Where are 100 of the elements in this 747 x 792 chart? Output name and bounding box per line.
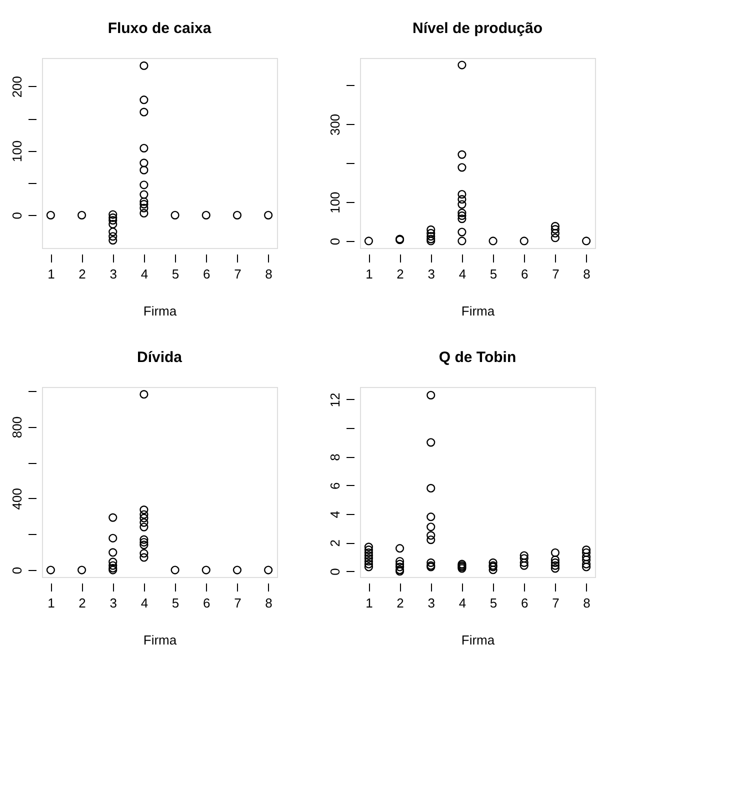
point bbox=[426, 535, 436, 544]
point bbox=[108, 236, 118, 245]
x-tick-label: 4 bbox=[458, 266, 466, 282]
point bbox=[550, 225, 560, 234]
y-tick-label: 300 bbox=[328, 114, 342, 136]
point bbox=[364, 560, 374, 568]
x-tick-label: 4 bbox=[458, 596, 466, 610]
point bbox=[458, 200, 466, 209]
point bbox=[140, 204, 148, 212]
point bbox=[364, 562, 374, 572]
point bbox=[140, 514, 148, 522]
point bbox=[582, 562, 591, 572]
point bbox=[395, 562, 404, 572]
point bbox=[46, 210, 56, 220]
point bbox=[550, 561, 560, 570]
x-tick-label: 3 bbox=[110, 266, 117, 282]
y-tick-label: 0 bbox=[328, 568, 342, 576]
point bbox=[550, 222, 560, 230]
x-tick-label: 2 bbox=[396, 266, 404, 282]
point bbox=[108, 220, 118, 228]
x-tick-label: 8 bbox=[265, 596, 272, 610]
point bbox=[488, 566, 498, 574]
point bbox=[550, 234, 560, 242]
point bbox=[140, 197, 148, 206]
point bbox=[140, 200, 148, 209]
point bbox=[170, 210, 180, 220]
point bbox=[426, 232, 436, 241]
x-tick-label: 5 bbox=[172, 596, 180, 610]
x-axis-title: Firma bbox=[143, 632, 178, 648]
point bbox=[582, 548, 591, 557]
point bbox=[108, 228, 118, 236]
point bbox=[550, 548, 560, 557]
chart-title: Dívida bbox=[136, 349, 183, 366]
x-tick-label: 8 bbox=[583, 596, 590, 610]
point bbox=[202, 566, 210, 574]
point bbox=[364, 542, 374, 552]
point bbox=[426, 234, 436, 244]
x-tick-label: 2 bbox=[78, 266, 86, 282]
point bbox=[520, 561, 528, 570]
x-tick-label: 8 bbox=[265, 266, 272, 282]
point bbox=[364, 556, 374, 566]
x-tick-label: 6 bbox=[521, 266, 528, 282]
y-tick-label: 0 bbox=[328, 238, 342, 246]
point bbox=[108, 558, 118, 566]
point bbox=[520, 554, 528, 563]
point bbox=[426, 438, 436, 447]
point bbox=[426, 512, 436, 522]
x-axis-title: Firma bbox=[461, 304, 496, 318]
x-tick-label: 5 bbox=[490, 266, 498, 282]
point bbox=[140, 390, 148, 399]
point bbox=[520, 551, 528, 560]
point bbox=[140, 108, 148, 116]
x-tick-label: 3 bbox=[110, 596, 117, 610]
x-tick-label: 7 bbox=[234, 596, 242, 610]
x-tick-label: 1 bbox=[366, 266, 373, 282]
point bbox=[232, 566, 242, 574]
point bbox=[426, 558, 436, 567]
point bbox=[520, 236, 528, 246]
point bbox=[364, 545, 374, 554]
y-tick-label: 4 bbox=[328, 510, 342, 518]
point bbox=[395, 560, 404, 568]
chart-title: Fluxo de caixa bbox=[108, 20, 212, 37]
point bbox=[582, 236, 591, 246]
point bbox=[458, 195, 466, 204]
point bbox=[582, 545, 591, 554]
point bbox=[232, 210, 242, 220]
x-axis-title: Firma bbox=[461, 632, 496, 648]
point bbox=[364, 551, 374, 560]
x-tick-label: 6 bbox=[203, 596, 210, 610]
point bbox=[550, 556, 560, 564]
point bbox=[140, 144, 148, 152]
y-tick-label: 0 bbox=[10, 212, 24, 220]
x-tick-label: 5 bbox=[490, 596, 498, 610]
point bbox=[108, 561, 118, 570]
point bbox=[140, 518, 148, 527]
point bbox=[550, 558, 560, 567]
x-tick-label: 3 bbox=[428, 266, 435, 282]
point bbox=[426, 484, 436, 493]
point bbox=[140, 180, 148, 190]
x-tick-label: 6 bbox=[521, 596, 528, 610]
point bbox=[458, 60, 466, 70]
x-tick-label: 3 bbox=[428, 596, 435, 610]
chart-title: Q de Tobin bbox=[438, 349, 516, 366]
point bbox=[140, 158, 148, 168]
point bbox=[364, 554, 374, 563]
x-tick-label: 4 bbox=[140, 266, 148, 282]
point bbox=[550, 228, 560, 238]
point bbox=[77, 210, 86, 220]
point bbox=[140, 553, 148, 562]
point bbox=[140, 166, 148, 174]
point bbox=[426, 522, 436, 532]
point bbox=[264, 210, 273, 220]
point bbox=[550, 564, 560, 573]
point bbox=[426, 228, 436, 238]
point bbox=[108, 232, 118, 241]
x-tick-label: 2 bbox=[78, 596, 86, 610]
point bbox=[140, 540, 148, 550]
point bbox=[395, 556, 404, 566]
y-tick-label: 200 bbox=[10, 76, 24, 98]
point bbox=[458, 208, 466, 218]
